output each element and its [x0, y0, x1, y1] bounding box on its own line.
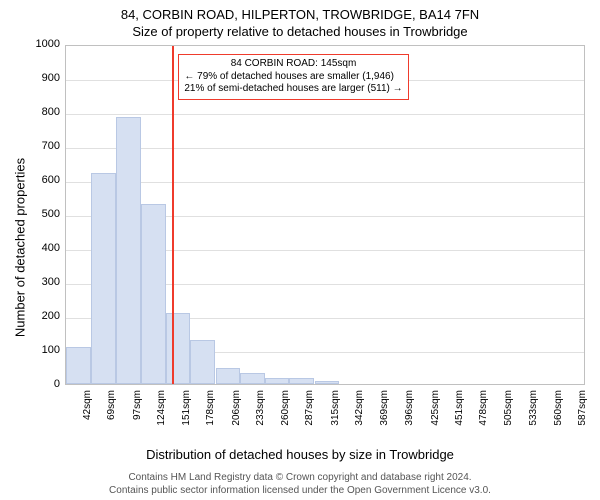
title-line-2: Size of property relative to detached ho…	[0, 24, 600, 39]
x-tick-label: 587sqm	[577, 390, 588, 440]
histogram-bar	[216, 368, 241, 384]
x-tick-label: 342sqm	[354, 390, 365, 440]
x-tick-label: 206sqm	[231, 390, 242, 440]
y-tick-label: 800	[30, 106, 60, 118]
histogram-bar	[116, 117, 141, 384]
y-tick-label: 0	[30, 378, 60, 390]
x-tick-label: 451sqm	[454, 390, 465, 440]
y-tick-label: 500	[30, 208, 60, 220]
gridline	[66, 148, 584, 149]
x-tick-label: 425sqm	[430, 390, 441, 440]
histogram-bar	[66, 347, 91, 384]
x-tick-label: 97sqm	[132, 390, 143, 440]
chart-container: 84, CORBIN ROAD, HILPERTON, TROWBRIDGE, …	[0, 0, 600, 500]
histogram-bar	[166, 313, 191, 384]
histogram-bar	[315, 381, 340, 384]
x-tick-label: 260sqm	[280, 390, 291, 440]
x-tick-label: 369sqm	[379, 390, 390, 440]
callout-line-3: 21% of semi-detached houses are larger (…	[184, 83, 402, 96]
x-tick-label: 315sqm	[330, 390, 341, 440]
title-line-1: 84, CORBIN ROAD, HILPERTON, TROWBRIDGE, …	[0, 7, 600, 22]
annotation-callout: 84 CORBIN ROAD: 145sqm ← 79% of detached…	[178, 54, 408, 100]
histogram-bar	[240, 373, 265, 384]
property-marker-line	[172, 46, 174, 384]
gridline	[66, 114, 584, 115]
histogram-bar	[91, 173, 116, 384]
x-tick-label: 560sqm	[553, 390, 564, 440]
y-tick-label: 700	[30, 140, 60, 152]
x-tick-label: 533sqm	[528, 390, 539, 440]
histogram-bar	[190, 340, 215, 384]
y-tick-label: 400	[30, 242, 60, 254]
footer-line-1: Contains HM Land Registry data © Crown c…	[0, 472, 600, 483]
x-tick-label: 287sqm	[304, 390, 315, 440]
y-axis-label: Number of detached properties	[13, 138, 28, 358]
x-axis-label: Distribution of detached houses by size …	[0, 447, 600, 462]
plot-area: 84 CORBIN ROAD: 145sqm ← 79% of detached…	[65, 45, 585, 385]
y-tick-label: 300	[30, 276, 60, 288]
y-tick-label: 100	[30, 344, 60, 356]
y-tick-label: 1000	[30, 38, 60, 50]
x-tick-label: 124sqm	[156, 390, 167, 440]
footer-line-2: Contains public sector information licen…	[0, 485, 600, 496]
y-tick-label: 900	[30, 72, 60, 84]
callout-line-1: 84 CORBIN ROAD: 145sqm	[184, 58, 402, 71]
histogram-bar	[265, 378, 290, 384]
y-tick-label: 200	[30, 310, 60, 322]
x-tick-label: 178sqm	[205, 390, 216, 440]
x-tick-label: 233sqm	[255, 390, 266, 440]
x-tick-label: 478sqm	[478, 390, 489, 440]
histogram-bar	[141, 204, 166, 384]
y-tick-label: 600	[30, 174, 60, 186]
x-tick-label: 42sqm	[82, 390, 93, 440]
x-tick-label: 505sqm	[503, 390, 514, 440]
histogram-bar	[289, 378, 314, 384]
x-tick-label: 396sqm	[404, 390, 415, 440]
callout-line-2: ← 79% of detached houses are smaller (1,…	[184, 71, 402, 84]
x-tick-label: 69sqm	[106, 390, 117, 440]
gridline	[66, 182, 584, 183]
x-tick-label: 151sqm	[181, 390, 192, 440]
